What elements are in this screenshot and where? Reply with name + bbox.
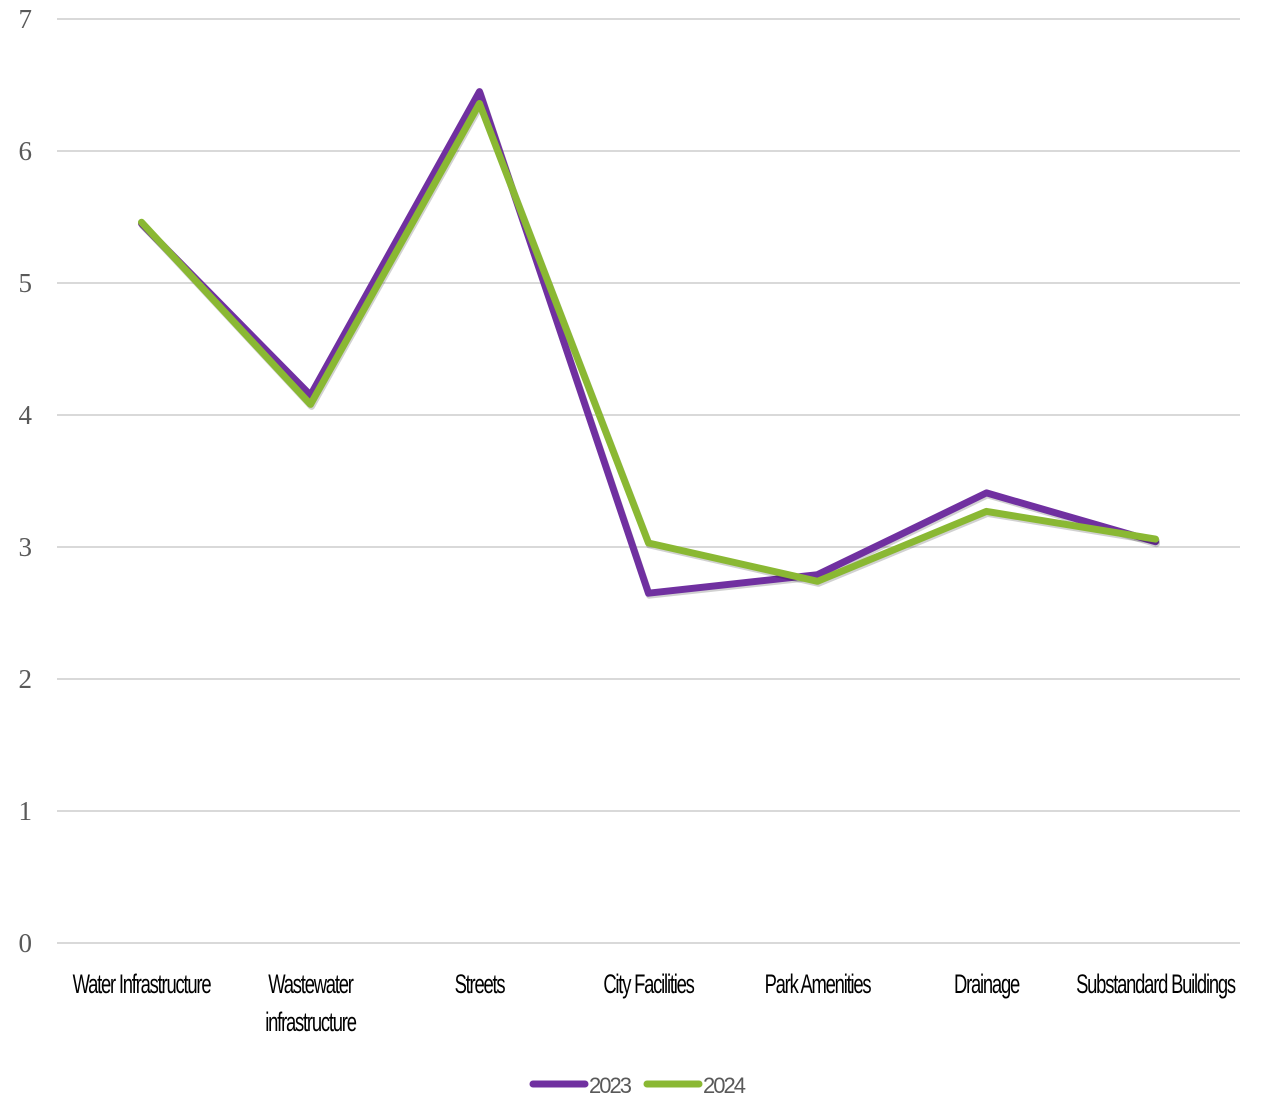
gridlines: [57, 18, 1240, 944]
y-tick-label: 7: [19, 4, 33, 34]
x-tick-label: Park Amenities: [765, 969, 872, 999]
x-tick-label: Drainage: [954, 969, 1020, 999]
legend-label-2023: 2023: [589, 1073, 632, 1098]
x-tick-label: Wastewater infrastructure: [265, 969, 356, 1037]
x-tick-label: Streets: [455, 969, 506, 999]
y-tick-label: 1: [19, 796, 33, 826]
x-axis-labels: Water Infrastructure Wastewater infrastruc…: [73, 969, 1237, 1037]
y-tick-label: 4: [19, 400, 33, 430]
y-axis-ticks: 0 1 2 3 4 5 6 7: [19, 4, 33, 958]
series-line-2024: [138, 100, 1159, 585]
y-tick-label: 0: [19, 928, 33, 958]
x-tick-label: Substandard Buildings: [1076, 969, 1236, 999]
x-tick-label: Water Infrastructure: [73, 969, 211, 999]
series-lines: [138, 88, 1160, 599]
series-line-shadow: [139, 90, 1160, 599]
y-tick-label: 3: [19, 532, 33, 562]
legend: 2023 2024: [529, 1073, 748, 1098]
legend-label-2024: 2024: [703, 1073, 746, 1098]
y-tick-label: 5: [19, 268, 33, 298]
y-tick-label: 6: [19, 136, 33, 166]
y-tick-label: 2: [19, 664, 33, 694]
x-tick-label: City Facilities: [603, 969, 694, 999]
